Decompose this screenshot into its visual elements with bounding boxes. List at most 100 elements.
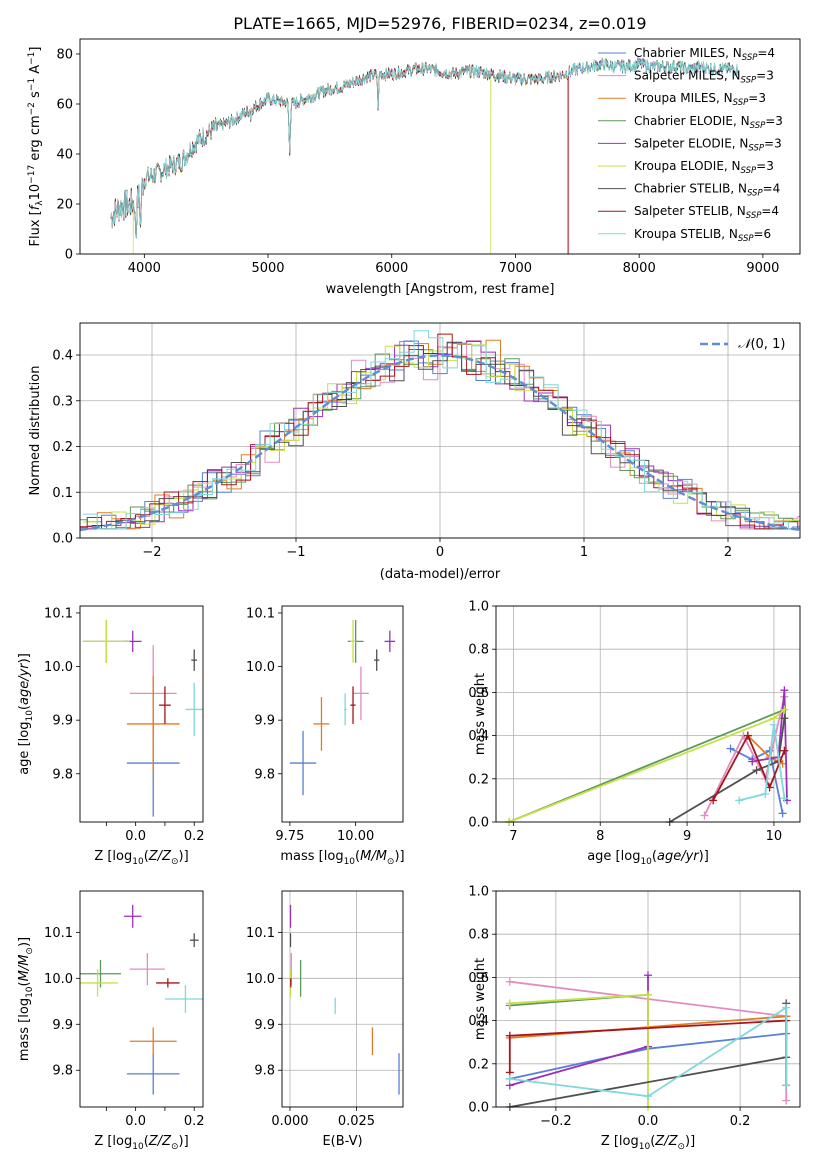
legend-count: =3: [756, 159, 774, 173]
label-part: 10: [25, 710, 35, 722]
y-tick-label: 10.0: [246, 660, 275, 675]
y-tick-label: 0.3: [52, 394, 73, 409]
label-part: A: [28, 65, 43, 78]
label-part: 10: [132, 857, 144, 867]
axes-frame: [281, 605, 404, 823]
legend-sub: SSP: [741, 166, 757, 176]
legend-entry: Chabrier MILES, NSSP=4: [634, 46, 775, 63]
y-tick-label: 9.8: [52, 1064, 73, 1079]
weight-line-kroupa-stelib: [738, 724, 786, 802]
y-tick-label: 1.0: [468, 885, 489, 900]
x-tick-label: 8: [596, 829, 604, 844]
spectrum-x-label: wavelength [Angstrom, rest frame]: [326, 282, 555, 297]
y-tick-label: 0.8: [468, 643, 489, 658]
legend-count: =6: [754, 227, 772, 241]
legend-label: Kroupa STELIB, N: [634, 227, 738, 241]
x-tick-label: 0.0: [638, 1114, 659, 1129]
y-tick-label: 10.1: [44, 926, 73, 941]
label-part: 10: [28, 184, 43, 201]
weight-line-kroupa-stelib: [509, 1005, 788, 1098]
label-part: Z/Z: [654, 1134, 678, 1149]
axes-frame: [79, 38, 801, 255]
histogram-kroupa-elodie: [82, 344, 800, 530]
label-part: age [log: [587, 849, 640, 864]
y-tick-label: 9.9: [52, 714, 73, 729]
y-tick-label: 0.4: [468, 729, 489, 744]
label-part: mass [log: [17, 998, 32, 1061]
legend-sub: SSP: [750, 121, 766, 131]
legend-label: Salpeter ELODIE, N: [634, 136, 748, 150]
y-tick-label: 60: [56, 98, 73, 113]
label-part: Z/Z: [148, 849, 172, 864]
legend-count: =4: [761, 204, 779, 218]
label-part: M/M: [17, 955, 32, 982]
label-part: −17: [27, 165, 37, 184]
legend-sub: SSP: [748, 143, 764, 153]
label-part: f: [28, 203, 43, 210]
x-tick-label: 0.000: [271, 1114, 308, 1129]
legend-count: =3: [765, 114, 783, 128]
y-tick-label: 10.1: [246, 606, 275, 621]
Z-axis-label: Z [log10(Z/Z⊙)]: [94, 1134, 188, 1152]
legend-entry: Salpeter STELIB, NSSP=4: [634, 204, 779, 221]
label-part: (: [144, 849, 149, 864]
label-part: ⊙: [387, 857, 395, 867]
legend-label: (0, 1): [750, 337, 785, 352]
rotated-label: Flux [fλ10−17 erg cm−2 s−1 A−1]: [27, 47, 45, 247]
label-part: )]: [179, 1134, 189, 1149]
y-axis-label: mass weight: [473, 673, 488, 755]
label-part: Z/Z: [148, 1134, 172, 1149]
x-axis-label: E(B-V): [322, 1134, 362, 1149]
label-part: 10: [344, 857, 356, 867]
Z-axis-label: Z [log10(Z/Z⊙)]: [601, 1134, 695, 1152]
legend-label: Salpeter MILES, N: [634, 69, 741, 83]
y-tick-label: 0: [65, 248, 73, 263]
label-part: 10: [25, 986, 35, 998]
histogram-chabrier-elodie: [80, 349, 800, 530]
spectrum-y-label: Flux [fλ10−17 erg cm−2 s−1 A−1]: [27, 47, 45, 247]
x-tick-label: 10.00: [337, 829, 374, 844]
x-tick-label: 8000: [623, 261, 656, 276]
label-part: 10: [132, 1142, 144, 1152]
axes-frame: [281, 890, 404, 1108]
label-part: (: [652, 849, 657, 864]
axes-frame: [495, 890, 801, 1108]
label-part: ⊙: [677, 1142, 685, 1152]
y-tick-label: 0.6: [468, 686, 489, 701]
legend-entry: 𝒩(0, 1): [738, 337, 785, 352]
y-tick-label: 20: [56, 198, 73, 213]
legend-count: =4: [763, 182, 781, 196]
label-part: )]: [394, 849, 404, 864]
mass-axis-label: mass [log10(M/M⊙)]: [17, 937, 35, 1061]
x-tick-label: 0.0: [125, 1114, 146, 1129]
label-part: )]: [685, 1134, 695, 1149]
legend-label: Kroupa MILES, N: [634, 91, 733, 105]
mass-vs-ebv-panel: 0.000 0.025 9.8 9.9 10.0 10.1 E(B-V): [246, 890, 404, 1149]
label-part: λ: [35, 200, 45, 206]
legend-label: Chabrier STELIB, N: [634, 182, 747, 196]
x-tick-label: 7000: [499, 261, 532, 276]
x-tick-label: 2: [724, 545, 732, 560]
age-vs-mass-panel: 9.75 10.00 9.8 9.9 10.0 10.1 mass [log10(M/M⊙)…: [246, 605, 405, 867]
histogram-chabrier-miles: [80, 340, 800, 530]
label-part: age/yr: [657, 849, 700, 864]
legend-sub: SSP: [738, 234, 754, 244]
x-tick-label: 6000: [375, 261, 408, 276]
label-part: (: [17, 981, 32, 986]
legend-sub: SSP: [746, 211, 762, 221]
weight-line-salpeter-elodie: [752, 690, 788, 801]
y-tick-label: 10.0: [44, 660, 73, 675]
age-axis-label: age [log10(age/yr)]: [587, 849, 709, 867]
y-tick-label: 0.0: [468, 816, 489, 831]
y-tick-label: 0.2: [468, 1057, 489, 1072]
label-part: ]: [28, 47, 43, 52]
x-tick-label: 0.0: [125, 829, 146, 844]
label-part: Flux [: [28, 210, 43, 246]
label-part: (: [144, 1134, 149, 1149]
legend-count: =3: [748, 91, 766, 105]
legend-entry: Kroupa MILES, NSSP=3: [634, 91, 766, 108]
axes-frame: [79, 890, 204, 1108]
label-part: −1: [27, 52, 37, 65]
y-tick-label: 80: [56, 48, 73, 63]
